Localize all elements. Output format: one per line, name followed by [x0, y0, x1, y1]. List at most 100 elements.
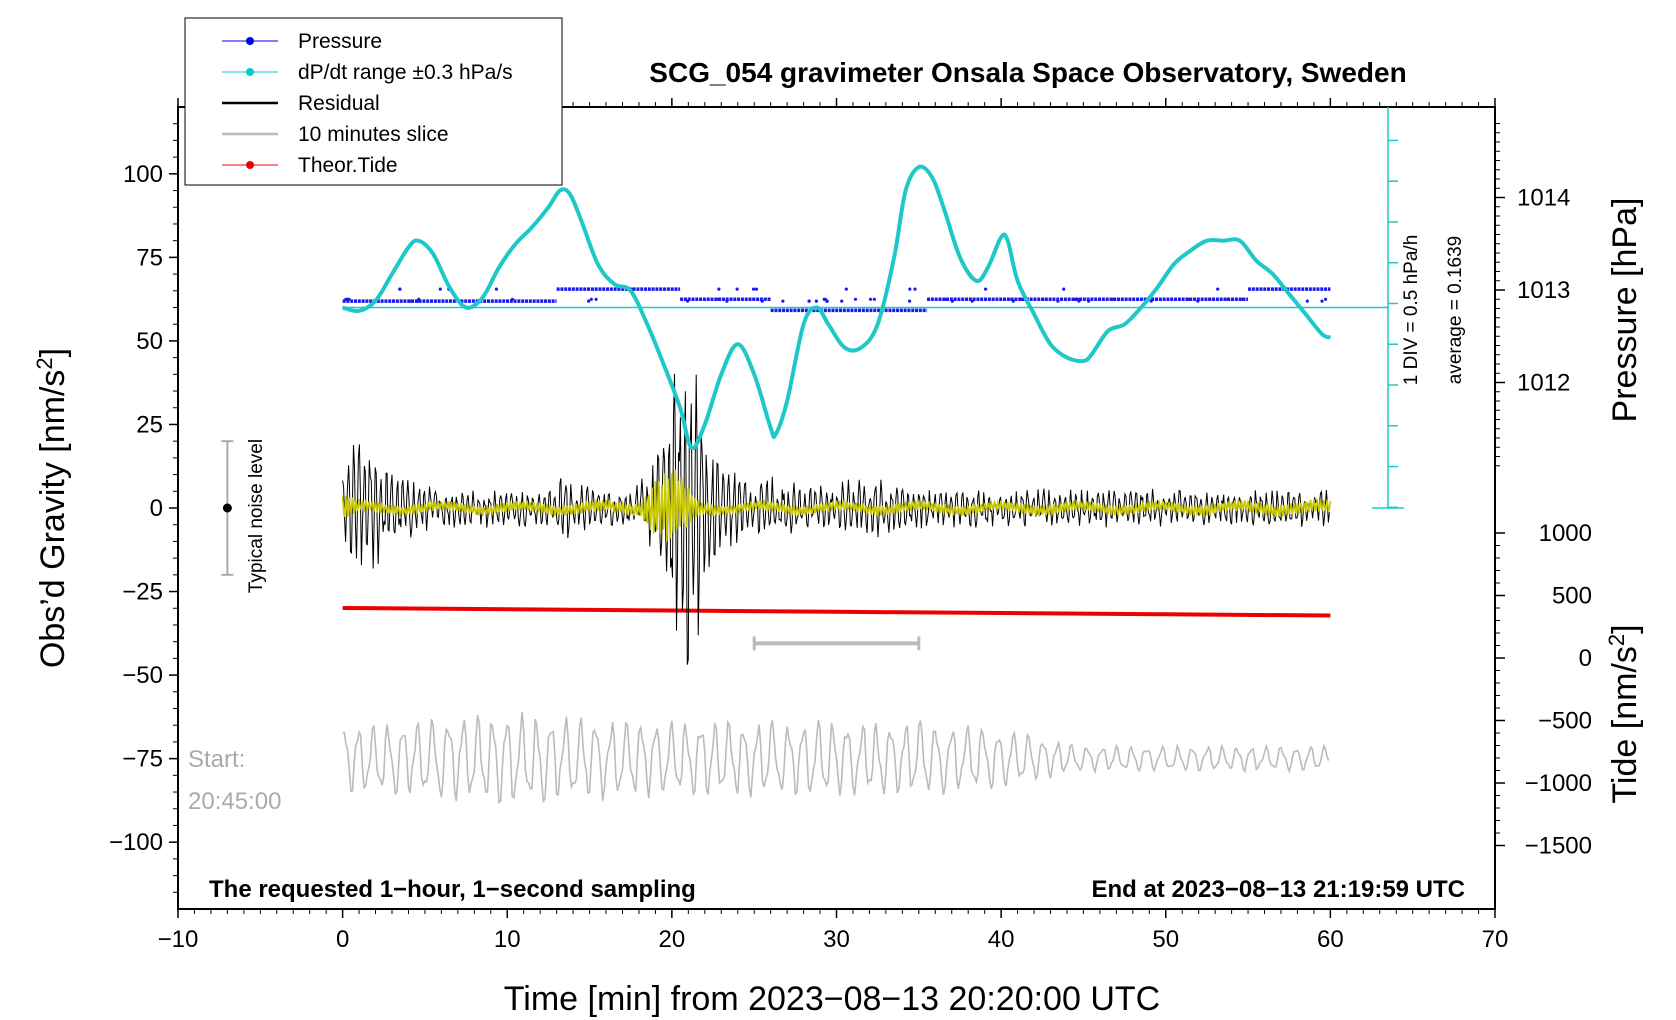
pressure-point — [1077, 299, 1081, 303]
x-tick-label: 20 — [659, 926, 686, 953]
legend-entry: 10 minutes slice — [222, 123, 449, 146]
x-tick-label: −10 — [158, 926, 199, 953]
x-tick-label: 40 — [988, 926, 1015, 953]
pressure-point — [908, 287, 912, 291]
tide-axis-label: Tide [nm/s2] — [1604, 624, 1644, 803]
pressure-point — [1044, 297, 1048, 301]
series-dpdt-line — [342, 164, 1332, 451]
tide-tick-label: 0 — [1579, 645, 1592, 672]
left-axis-label-end: ] — [34, 348, 72, 357]
pressure-tick-label: 1014 — [1517, 185, 1570, 212]
pressure-point — [1062, 287, 1066, 291]
slice-marker — [752, 636, 921, 651]
x-axis-label: Time [min] from 2023−08−13 20:20:00 UTC — [504, 980, 1160, 1018]
legend-entry: dP/dt range ±0.3 hPa/s — [222, 61, 513, 84]
average-label: average = 0.1639 — [1445, 236, 1466, 384]
pressure-point — [913, 287, 917, 291]
tide-tick-label: −1000 — [1525, 770, 1592, 797]
pressure-point — [938, 297, 942, 301]
tide-axis-label-end: ] — [1606, 624, 1644, 633]
pressure-point — [686, 299, 690, 303]
pressure-point — [752, 297, 756, 301]
series-slice-line — [342, 712, 1330, 805]
sampling-note: The requested 1−hour, 1−second sampling — [209, 876, 696, 903]
legend: Pressure dP/dt range ±0.3 hPa/s Residual 10… — [184, 17, 563, 186]
tide-tick-label: 1000 — [1539, 520, 1592, 547]
left-axis-label-main: Obs’d Gravity [nm/s — [34, 370, 72, 669]
series-layer — [341, 164, 1388, 805]
noise-level-bar — [221, 440, 234, 576]
pressure-point — [807, 299, 811, 303]
pressure-point — [1216, 287, 1220, 291]
pressure-axis-label: Pressure [hPa] — [1606, 198, 1644, 423]
pressure-point — [840, 299, 844, 303]
pressure-point — [1087, 299, 1091, 303]
x-tick-label: 50 — [1152, 926, 1179, 953]
pressure-point — [853, 297, 858, 301]
y-tick-label: 0 — [150, 495, 163, 522]
x-tick-label: 10 — [494, 926, 521, 953]
y-tick-label: 50 — [136, 328, 163, 355]
y-tick-label: 100 — [123, 161, 163, 188]
pressure-point — [717, 297, 721, 301]
pressure-point — [415, 299, 420, 303]
pressure-point — [814, 299, 819, 303]
plot-frame — [177, 106, 1496, 910]
legend-marker — [246, 37, 254, 45]
pressure-point — [725, 299, 729, 303]
pressure-point — [717, 287, 721, 291]
legend-label: Residual — [298, 92, 380, 115]
legend-entry: Pressure — [222, 30, 382, 53]
pressure-point — [844, 287, 848, 291]
left-axis-label: Obs’d Gravity [nm/s2] — [32, 348, 72, 668]
pressure-point — [1320, 299, 1324, 303]
pressure-point — [1305, 299, 1309, 303]
pressure-point — [908, 299, 912, 303]
pressure-point — [868, 297, 873, 301]
y-tick-label: −25 — [122, 579, 163, 606]
pressure-point — [1324, 297, 1328, 301]
noise-bar-center-dot — [222, 503, 232, 513]
left-axis-label-sup: 2 — [32, 357, 57, 369]
y-tick-label: −100 — [109, 829, 163, 856]
pressure-point — [398, 287, 402, 291]
pressure-point — [1117, 297, 1121, 301]
pressure-point — [510, 297, 514, 301]
legend-box — [184, 17, 563, 186]
legend-entry: Theor.Tide — [222, 154, 398, 177]
pressure-point — [1208, 297, 1212, 301]
pressure-point — [825, 299, 829, 303]
pressure-point — [347, 297, 351, 301]
scale-division-label: 1 DIV = 0.5 hPa/h — [1401, 235, 1422, 386]
tide-tick-label: −1500 — [1525, 833, 1592, 860]
pressure-point — [494, 287, 498, 291]
pressure-point — [587, 299, 591, 303]
tide-tick-label: −500 — [1538, 708, 1592, 735]
pressure-point — [950, 299, 954, 303]
x-tick-label: 30 — [823, 926, 850, 953]
x-tick-label: 70 — [1482, 926, 1509, 953]
y-tick-label: −50 — [122, 662, 163, 689]
pressure-point — [735, 287, 739, 291]
start-time: 20:45:00 — [188, 788, 281, 815]
pressure-point — [822, 297, 826, 301]
pressure-point — [391, 299, 396, 303]
pressure-point — [754, 287, 759, 291]
series-tide-line — [342, 606, 1331, 618]
pressure-point — [944, 297, 949, 301]
legend-entry: Residual — [222, 92, 380, 115]
pressure-point — [1187, 297, 1191, 301]
pressure-point — [1011, 299, 1015, 303]
dpdt-scale-axis — [1371, 107, 1404, 509]
pressure-point — [1056, 299, 1060, 303]
series-residual-smoothed-line — [341, 469, 1332, 542]
x-tick-label: 60 — [1317, 926, 1344, 953]
pressure-point — [1149, 299, 1153, 303]
pressure-tick-label: 1013 — [1517, 277, 1570, 304]
pressure-point — [970, 299, 974, 303]
pressure-tick-label: 1012 — [1517, 370, 1570, 397]
tide-axis-label-sup: 2 — [1604, 634, 1629, 646]
pressure-point — [1073, 297, 1077, 301]
series-pressure — [342, 287, 1331, 313]
legend-marker — [246, 68, 254, 76]
